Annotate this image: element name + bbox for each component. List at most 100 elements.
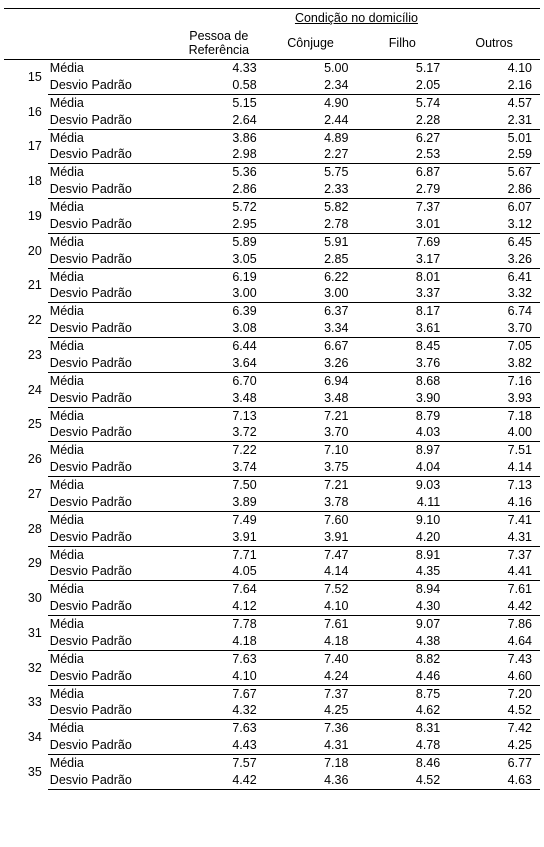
stats-table: Condição no domicílio Pessoa de Referênc…: [4, 8, 540, 790]
cell-value: 7.16: [448, 372, 540, 389]
table-row: Desvio Padrão3.003.003.373.32: [4, 285, 540, 302]
cell-value: 6.45: [448, 233, 540, 250]
row-index: 19: [4, 199, 48, 234]
cell-value: 4.25: [448, 737, 540, 754]
stat-label-sd: Desvio Padrão: [48, 181, 173, 198]
row-index: 34: [4, 720, 48, 755]
cell-value: 4.52: [448, 702, 540, 719]
table-row: Desvio Padrão2.952.783.013.12: [4, 216, 540, 233]
stat-label-mean: Média: [48, 233, 173, 250]
cell-value: 6.07: [448, 199, 540, 216]
cell-value: 3.26: [448, 251, 540, 268]
table-row: 31Média7.787.619.077.86: [4, 616, 540, 633]
cell-value: 6.39: [173, 303, 265, 320]
cell-value: 5.17: [356, 60, 448, 77]
cell-value: 7.10: [265, 442, 357, 459]
table-row: 27Média7.507.219.037.13: [4, 477, 540, 494]
row-index: 20: [4, 233, 48, 268]
table-row: 15Média4.335.005.174.10: [4, 60, 540, 77]
row-index: 32: [4, 650, 48, 685]
cell-value: 4.11: [356, 494, 448, 511]
table-row: Desvio Padrão2.642.442.282.31: [4, 112, 540, 129]
cell-value: 3.78: [265, 494, 357, 511]
cell-value: 2.85: [265, 251, 357, 268]
table-row: 35Média7.577.188.466.77: [4, 755, 540, 772]
cell-value: 3.89: [173, 494, 265, 511]
cell-value: 4.10: [173, 668, 265, 685]
cell-value: 8.82: [356, 650, 448, 667]
stat-label-mean: Média: [48, 477, 173, 494]
cell-value: 3.32: [448, 285, 540, 302]
stat-label-mean: Média: [48, 60, 173, 77]
cell-value: 4.52: [356, 772, 448, 789]
cell-value: 4.36: [265, 772, 357, 789]
cell-value: 3.48: [173, 390, 265, 407]
cell-value: 7.69: [356, 233, 448, 250]
header-spacer-2: [4, 27, 173, 60]
cell-value: 4.00: [448, 424, 540, 441]
table-row: 32Média7.637.408.827.43: [4, 650, 540, 667]
row-index: 17: [4, 129, 48, 164]
cell-value: 4.04: [356, 459, 448, 476]
stat-label-mean: Média: [48, 94, 173, 111]
cell-value: 5.00: [265, 60, 357, 77]
table-row: 30Média7.647.528.947.61: [4, 581, 540, 598]
cell-value: 8.68: [356, 372, 448, 389]
cell-value: 7.47: [265, 546, 357, 563]
cell-value: 2.78: [265, 216, 357, 233]
table-row: Desvio Padrão4.124.104.304.42: [4, 598, 540, 615]
col-filho: Filho: [356, 27, 448, 60]
cell-value: 3.72: [173, 424, 265, 441]
cell-value: 3.48: [265, 390, 357, 407]
stat-label-sd: Desvio Padrão: [48, 146, 173, 163]
cell-value: 3.86: [173, 129, 265, 146]
cell-value: 4.42: [448, 598, 540, 615]
cell-value: 3.90: [356, 390, 448, 407]
header-condicao: Condição no domicílio: [173, 9, 540, 28]
table-row: 18Média5.365.756.875.67: [4, 164, 540, 181]
row-index: 22: [4, 303, 48, 338]
table-body: 15Média4.335.005.174.10Desvio Padrão0.58…: [4, 60, 540, 790]
cell-value: 4.64: [448, 633, 540, 650]
cell-value: 3.12: [448, 216, 540, 233]
cell-value: 7.60: [265, 511, 357, 528]
cell-value: 3.82: [448, 355, 540, 372]
cell-value: 5.75: [265, 164, 357, 181]
stat-label-sd: Desvio Padrão: [48, 563, 173, 580]
stat-label-mean: Média: [48, 546, 173, 563]
cell-value: 5.36: [173, 164, 265, 181]
cell-value: 4.63: [448, 772, 540, 789]
cell-value: 7.67: [173, 685, 265, 702]
cell-value: 4.35: [356, 563, 448, 580]
stat-label-mean: Média: [48, 303, 173, 320]
cell-value: 4.41: [448, 563, 540, 580]
cell-value: 6.70: [173, 372, 265, 389]
cell-value: 7.20: [448, 685, 540, 702]
cell-value: 7.36: [265, 720, 357, 737]
stat-label-mean: Média: [48, 268, 173, 285]
stat-label-sd: Desvio Padrão: [48, 459, 173, 476]
table-row: Desvio Padrão4.104.244.464.60: [4, 668, 540, 685]
cell-value: 9.07: [356, 616, 448, 633]
col-outros: Outros: [448, 27, 540, 60]
cell-value: 9.03: [356, 477, 448, 494]
cell-value: 6.22: [265, 268, 357, 285]
cell-value: 7.13: [173, 407, 265, 424]
cell-value: 8.31: [356, 720, 448, 737]
cell-value: 2.86: [173, 181, 265, 198]
table-row: 17Média3.864.896.275.01: [4, 129, 540, 146]
table-row: Desvio Padrão4.184.184.384.64: [4, 633, 540, 650]
cell-value: 6.19: [173, 268, 265, 285]
stat-label-sd: Desvio Padrão: [48, 668, 173, 685]
cell-value: 4.30: [356, 598, 448, 615]
cell-value: 8.91: [356, 546, 448, 563]
cell-value: 6.44: [173, 338, 265, 355]
cell-value: 3.64: [173, 355, 265, 372]
cell-value: 3.34: [265, 320, 357, 337]
cell-value: 7.42: [448, 720, 540, 737]
cell-value: 3.00: [265, 285, 357, 302]
cell-value: 3.70: [265, 424, 357, 441]
cell-value: 8.75: [356, 685, 448, 702]
stat-label-sd: Desvio Padrão: [48, 598, 173, 615]
cell-value: 5.89: [173, 233, 265, 250]
